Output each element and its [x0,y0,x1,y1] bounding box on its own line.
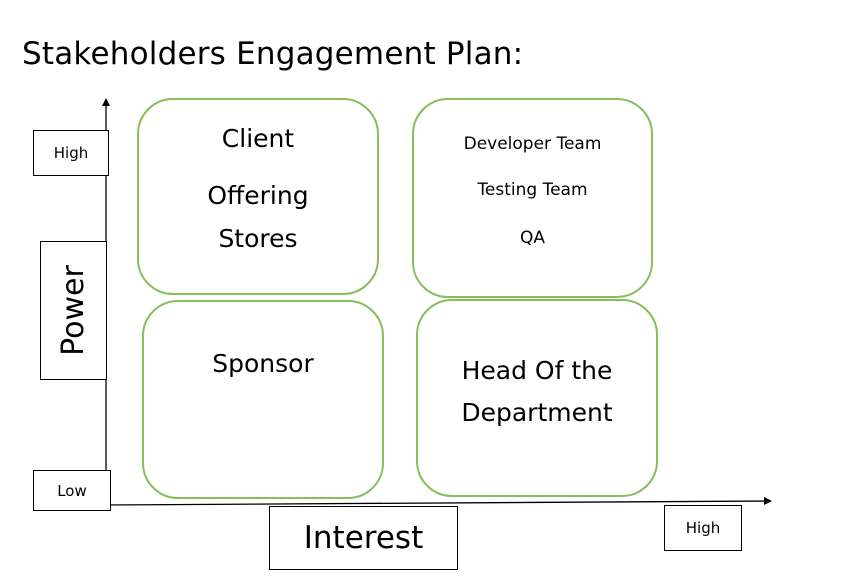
quadrant-high-power-low-interest: Client Offering Stores [137,98,379,295]
quadrant-item: Head Of the [461,356,613,385]
x-axis-high-label: High [664,505,742,551]
x-axis-title: Interest [269,506,458,570]
quadrant-item: QA [519,228,545,248]
y-axis-title-text: Power [56,265,92,356]
y-axis-high-label: High [33,130,109,176]
y-axis-title: Power [40,241,107,380]
x-axis-line [105,497,772,506]
quadrant-item: Client [221,124,295,153]
diagram-title: Stakeholders Engagement Plan: [22,36,524,72]
quadrant-low-power-high-interest: Head Of the Department [416,299,658,497]
quadrant-item: Sponsor [212,349,314,378]
quadrant-item: Developer Team [463,134,602,154]
quadrant-low-power-low-interest: Sponsor [142,300,384,499]
quadrant-item: Testing Team [477,180,588,200]
quadrant-high-power-high-interest: Developer Team Testing Team QA [412,98,653,298]
quadrant-item: Offering [207,181,309,210]
quadrant-item: Department [461,398,613,427]
y-axis-low-label: Low [33,470,111,511]
quadrant-item: Stores [218,224,298,253]
